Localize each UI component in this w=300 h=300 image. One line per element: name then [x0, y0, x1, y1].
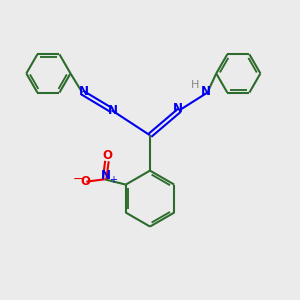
Text: N: N	[79, 85, 89, 98]
Text: N: N	[101, 169, 111, 182]
Text: N: N	[108, 104, 118, 117]
Text: O: O	[102, 149, 112, 162]
Text: O: O	[81, 175, 91, 188]
Text: +: +	[110, 175, 117, 185]
Text: H: H	[191, 80, 199, 90]
Text: −: −	[73, 173, 83, 186]
Text: N: N	[173, 102, 183, 115]
Text: N: N	[201, 85, 211, 98]
